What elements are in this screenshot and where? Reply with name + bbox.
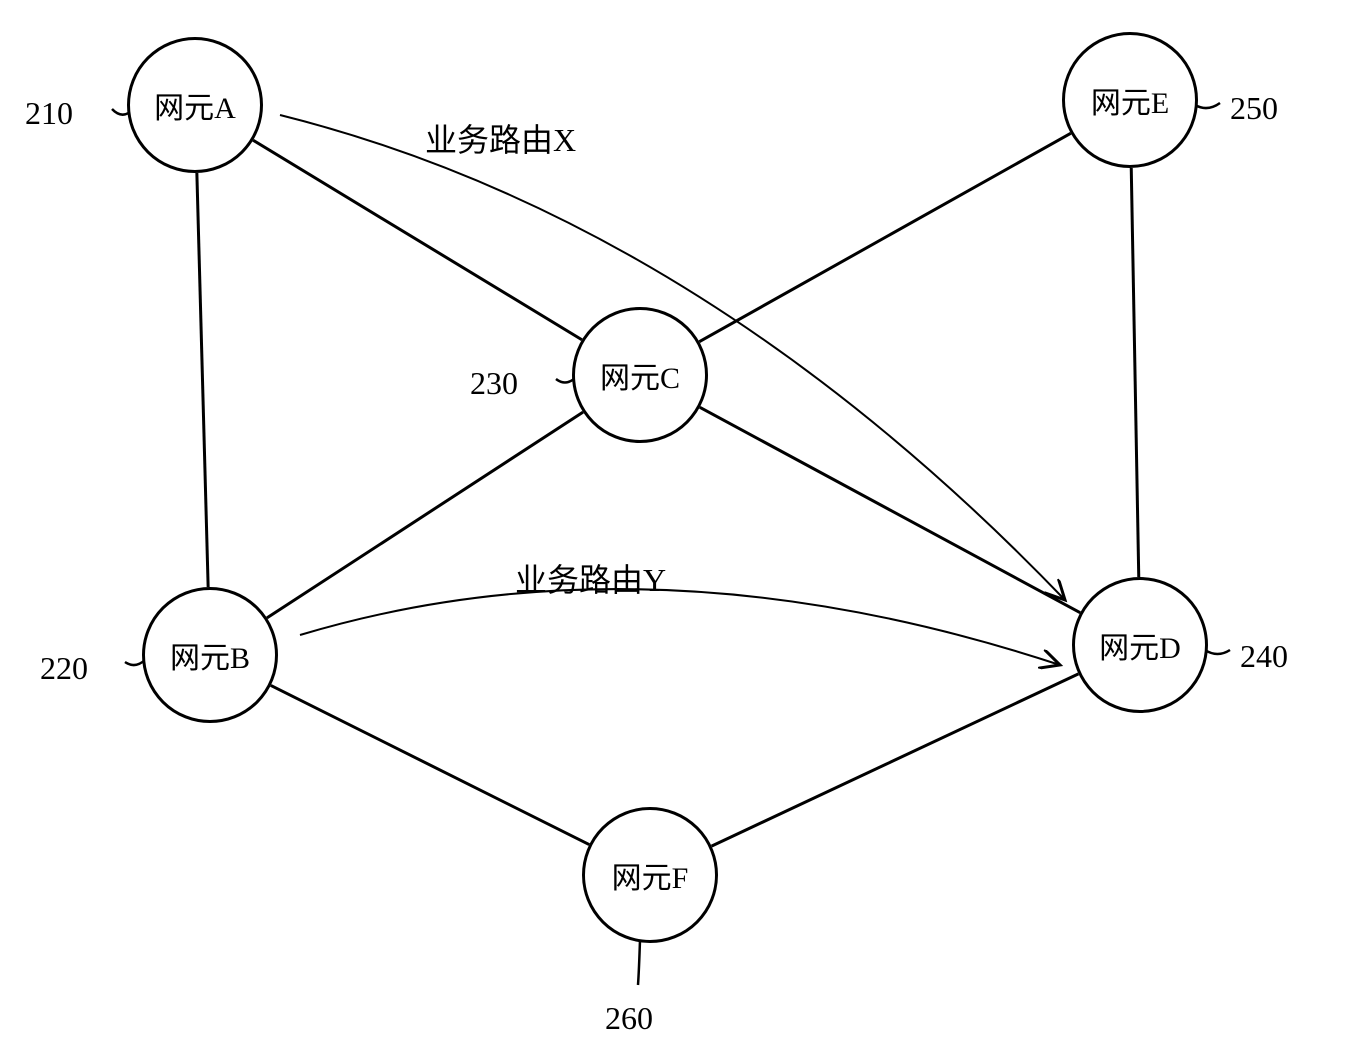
route-label-Y: 业务路由Y — [515, 555, 666, 601]
edge-E-D — [1131, 168, 1139, 577]
label-connector-3 — [1205, 650, 1230, 654]
edge-F-D — [712, 674, 1079, 846]
edge-C-D — [700, 407, 1080, 612]
node-text-C: 网元C — [600, 353, 680, 397]
network-diagram: 网元A 网元B 网元C 网元D 网元E 网元F 210 220 230 240 250 260 业务路… — [0, 0, 1352, 1049]
label-connector-5 — [638, 940, 640, 985]
node-text-B: 网元B — [170, 633, 250, 677]
route-arrow-Y — [300, 589, 1060, 665]
node-label-C: 230 — [470, 365, 518, 402]
edge-B-F — [271, 685, 589, 844]
node-label-D: 240 — [1240, 638, 1288, 675]
node-label-A: 210 — [25, 95, 73, 132]
node-text-D: 网元D — [1099, 623, 1181, 667]
node-text-E: 网元E — [1091, 78, 1169, 122]
edge-C-E — [699, 133, 1070, 341]
node-label-B: 220 — [40, 650, 88, 687]
node-A: 网元A — [127, 37, 263, 173]
node-C: 网元C — [572, 307, 708, 443]
label-connector-4 — [1195, 103, 1220, 108]
node-text-F: 网元F — [612, 853, 689, 897]
edge-A-B — [197, 173, 208, 587]
route-label-X: 业务路由X — [425, 115, 576, 161]
node-label-F: 260 — [605, 1000, 653, 1037]
node-E: 网元E — [1062, 32, 1198, 168]
node-F: 网元F — [582, 807, 718, 943]
node-B: 网元B — [142, 587, 278, 723]
node-text-A: 网元A — [154, 83, 236, 127]
edge-A-C — [253, 140, 582, 339]
node-D: 网元D — [1072, 577, 1208, 713]
node-label-E: 250 — [1230, 90, 1278, 127]
